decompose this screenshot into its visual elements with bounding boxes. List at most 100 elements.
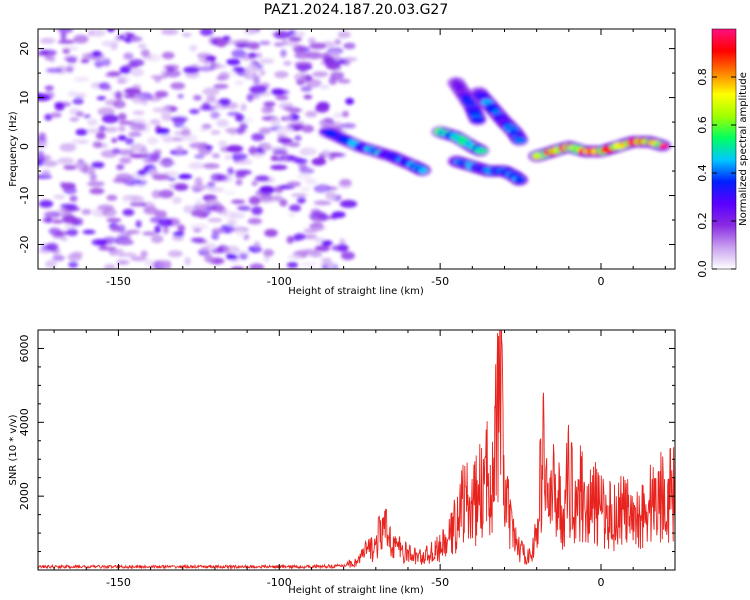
noise-blob [271, 195, 283, 202]
noise-blob [106, 29, 115, 33]
noise-blob [128, 131, 142, 137]
noise-blob [136, 179, 148, 186]
noise-blob [39, 154, 52, 162]
noise-blob [65, 206, 81, 212]
noise-blob [306, 51, 323, 60]
noise-blob [211, 232, 220, 241]
noise-blob [340, 251, 355, 260]
noise-blob [148, 168, 159, 176]
noise-blob [274, 71, 289, 79]
noise-blob [294, 52, 312, 59]
noise-blob [161, 114, 173, 121]
noise-blob [229, 212, 245, 219]
noise-blob [199, 105, 217, 111]
noise-blob [249, 85, 268, 95]
noise-blob [231, 199, 246, 205]
noise-blob [121, 252, 137, 257]
noise-blob [149, 119, 161, 125]
noise-blob [289, 119, 306, 126]
noise-blob [137, 169, 147, 176]
noise-blob [38, 94, 51, 102]
noise-blob [261, 105, 274, 114]
noise-blob [309, 42, 327, 50]
x-tick-label: 0 [598, 275, 605, 288]
noise-blob [300, 86, 312, 92]
noise-blob [253, 241, 261, 250]
noise-blob [301, 124, 314, 133]
noise-blob [84, 128, 103, 134]
noise-blob [243, 117, 254, 124]
noise-blob [54, 255, 66, 260]
noise-blob [246, 93, 254, 102]
noise-blob [53, 194, 66, 200]
noise-blob [87, 181, 105, 187]
noise-blob [59, 143, 77, 152]
noise-blob [205, 145, 213, 150]
noise-blob [270, 88, 285, 96]
noise-blob [326, 47, 344, 55]
noise-blob [251, 133, 265, 142]
noise-blob [257, 198, 275, 203]
noise-blob [177, 94, 184, 99]
noise-blob [125, 229, 140, 235]
noise-blob [290, 193, 308, 198]
x-tick-label: -100 [267, 576, 292, 589]
noise-blob [117, 135, 127, 141]
noise-blob [60, 182, 76, 190]
noise-blob [300, 262, 318, 267]
noise-blob [294, 31, 306, 37]
noise-blob [117, 34, 125, 39]
noise-blob [101, 114, 119, 124]
noise-blob [255, 52, 263, 59]
noise-blob [192, 203, 210, 211]
noise-blob [38, 51, 50, 56]
noise-blob [294, 135, 302, 142]
noise-blob [177, 224, 186, 233]
noise-blob [100, 149, 118, 158]
noise-blob [201, 123, 212, 130]
noise-blob [202, 87, 220, 96]
noise-blob [312, 71, 329, 78]
noise-blob [332, 112, 345, 118]
noise-blob [321, 149, 331, 158]
noise-blob [98, 125, 107, 132]
noise-blob [206, 95, 217, 103]
noise-blob [188, 162, 204, 170]
noise-blob [287, 212, 296, 218]
noise-blob [243, 29, 257, 36]
noise-blob [63, 165, 77, 170]
noise-blob [57, 157, 75, 165]
noise-blob [248, 196, 261, 205]
noise-blob [162, 137, 173, 143]
noise-blob [231, 153, 248, 161]
noise-blob [128, 59, 145, 67]
noise-blob [77, 139, 89, 144]
noise-blob [190, 209, 205, 217]
noise-blob [48, 54, 56, 63]
noise-blob [62, 46, 79, 51]
noise-blob [50, 112, 62, 118]
noise-blob [224, 154, 231, 160]
y-tick-label: 20 [18, 42, 31, 56]
noise-blob [305, 110, 318, 118]
noise-blob [251, 181, 258, 186]
noise-blob [216, 76, 228, 81]
noise-blob [147, 136, 159, 145]
noise-blob [323, 117, 335, 124]
noise-blob [83, 114, 91, 119]
noise-blob [111, 137, 118, 143]
noise-blob [253, 152, 264, 159]
noise-blob [323, 56, 335, 65]
noise-blob [331, 211, 346, 219]
noise-blob [294, 61, 313, 67]
noise-blob [298, 68, 307, 73]
noise-blob [81, 208, 92, 215]
noise-blob [231, 49, 247, 58]
noise-blob [183, 205, 195, 214]
noise-blob [51, 219, 64, 224]
noise-blob [205, 243, 217, 249]
spectrogram-frame [37, 28, 676, 270]
noise-blob [339, 199, 358, 208]
